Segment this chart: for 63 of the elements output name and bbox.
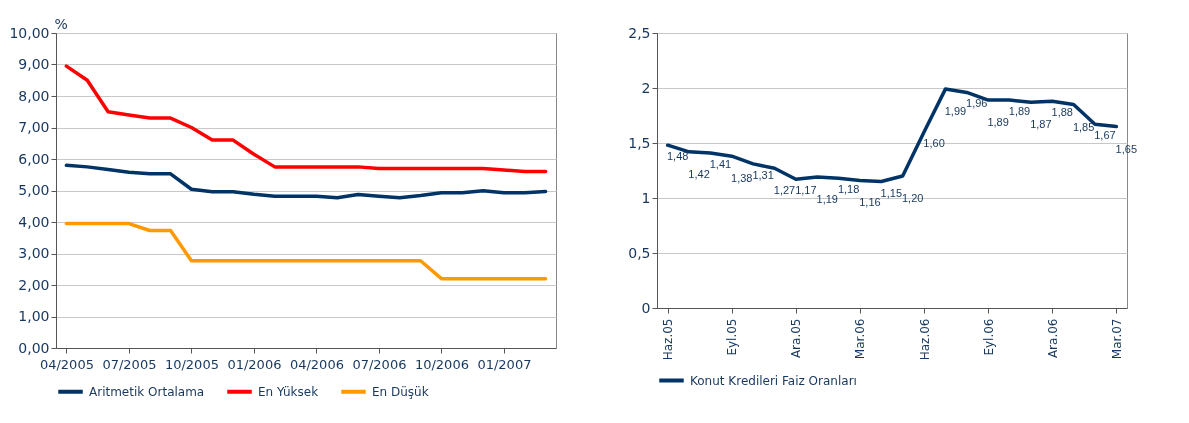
data-label: 1,18	[837, 183, 860, 196]
line-series	[64, 221, 548, 281]
data-label: 1,67	[1094, 129, 1116, 142]
y-tick-label: 4,00	[18, 213, 50, 230]
data-label: 1,85	[1072, 120, 1095, 133]
line-series	[64, 64, 548, 174]
data-label: 1,16	[859, 196, 881, 209]
data-label: 1,42	[688, 167, 710, 180]
data-label: 1,15	[880, 186, 903, 199]
x-tick-label: 07/2005	[102, 356, 157, 372]
data-label: 1,87	[1030, 118, 1052, 131]
x-tick-label: Haz.05	[661, 318, 676, 361]
data-label: 1,88	[1051, 106, 1073, 119]
x-tick-label: Ara.05	[789, 318, 804, 359]
data-label: 1,20	[901, 192, 924, 204]
y-tick-label: 1,00	[18, 308, 50, 324]
data-label: 1,27	[773, 184, 796, 197]
line-series	[64, 163, 548, 200]
x-tick-label: 07/2006	[352, 356, 407, 372]
data-label: 1,48	[666, 150, 689, 163]
data-label: 1,99	[944, 105, 967, 118]
x-tick-label: 01/2007	[477, 356, 532, 372]
x-tick-label: Ara.06	[1045, 318, 1060, 359]
data-label: 1,17	[795, 184, 817, 197]
legend-label: En Yüksek	[258, 384, 319, 399]
y-tick-label: 2,00	[18, 276, 50, 293]
x-tick-label: Eyl.06	[981, 318, 996, 356]
y-tick-label: 8,00	[18, 87, 50, 104]
y-tick-label: 7,00	[18, 119, 50, 135]
data-label: 1,60	[923, 137, 945, 149]
data-label: 1,65	[1115, 142, 1138, 155]
x-tick-label: Eyl.05	[725, 318, 740, 356]
x-tick-label: 01/2006	[227, 356, 282, 372]
x-tick-label: Mar.06	[853, 318, 868, 360]
y-tick-label: 0	[641, 299, 651, 316]
y-tick-label: 1	[641, 189, 651, 206]
x-tick-label: 04/2006	[289, 356, 344, 372]
y-tick-label: 1,5	[628, 134, 651, 151]
y-tick-label: 0,5	[628, 244, 651, 261]
x-tick-label: Mar.07	[1109, 318, 1124, 360]
legend-label: Aritmetik Ortalama	[89, 384, 205, 399]
legend-label: Konut Kredileri Faiz Oranları	[690, 373, 857, 388]
data-label: 1,89	[987, 116, 1009, 129]
y-tick-label: 0,00	[18, 339, 50, 356]
data-label: 1,89	[1008, 105, 1031, 118]
y-tick-label: 5,00	[18, 182, 50, 198]
data-label: 1,38	[731, 172, 753, 185]
x-tick-label: Haz.06	[917, 318, 932, 361]
x-tick-label: 10/2006	[414, 356, 469, 372]
y-tick-label: 2	[641, 79, 651, 96]
y-axis-title: %	[54, 15, 68, 32]
y-tick-label: 10,00	[9, 24, 50, 41]
y-tick-label: 2,5	[628, 24, 651, 41]
data-label: 1,96	[966, 97, 988, 110]
data-label: 1,41	[709, 157, 732, 170]
y-tick-label: 3,00	[18, 245, 50, 261]
y-tick-label: 6,00	[18, 150, 50, 167]
legend-label: En Düşük	[372, 384, 429, 399]
data-label: 1,19	[816, 193, 838, 206]
x-tick-label: 04/2005	[39, 356, 94, 372]
data-label: 1,31	[752, 168, 774, 181]
x-tick-label: 10/2005	[164, 356, 219, 372]
y-tick-label: 9,00	[18, 56, 50, 72]
